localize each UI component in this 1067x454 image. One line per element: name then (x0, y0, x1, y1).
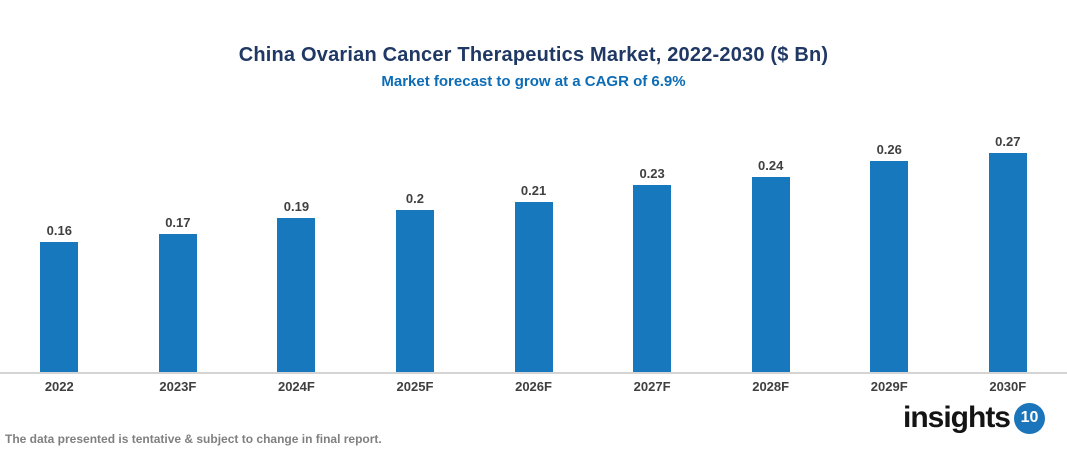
bar-2029F (870, 160, 909, 373)
bar-2028F (751, 177, 790, 373)
x-axis-label-2023F: 2023F (159, 379, 197, 394)
x-axis-label-2028F: 2028F (752, 379, 790, 394)
bar-column-2028F: 0.24 (711, 128, 830, 373)
logo-wordmark: insights (902, 401, 1011, 434)
bar-2030F (988, 152, 1027, 373)
bar-value-label: 0.16 (46, 223, 72, 239)
bar-2024F (277, 217, 316, 373)
bar-2027F (633, 185, 672, 373)
chart-header: China Ovarian Cancer Therapeutics Market… (0, 44, 1067, 90)
bar-value-label: 0.24 (758, 158, 784, 173)
bar-value-label: 0.23 (639, 166, 665, 182)
bar-column-2024F: 0.19 (237, 128, 356, 373)
chart-title: China Ovarian Cancer Therapeutics Market… (238, 44, 829, 66)
bar-2025F (395, 209, 434, 373)
chart-subtitle: Market forecast to grow at a CAGR of 6.9… (381, 73, 686, 90)
bar-2023F (158, 234, 197, 373)
bar-column-2026F: 0.21 (474, 128, 593, 373)
bar-2026F (514, 201, 553, 373)
x-axis-label-2026F: 2026F (515, 379, 552, 394)
x-axis-label-2022: 2022 (44, 379, 74, 394)
bar-chart-plot-area: 0.16 0.17 0.19 0.2 0.21 0.23 0.24 0.26 0.27 (0, 128, 1067, 373)
x-axis-line (0, 372, 1067, 374)
bar-value-label: 0.26 (876, 141, 902, 157)
logo-number-badge: 10 (1014, 402, 1045, 434)
bar-column-2025F: 0.2 (356, 128, 475, 373)
x-axis-label-2025F: 2025F (396, 379, 434, 394)
insights10-logo: insights 10 (903, 401, 1045, 435)
x-axis-label-2030F: 2030F (989, 379, 1027, 394)
bar-column-2022: 0.16 (0, 128, 119, 373)
bar-2022 (40, 242, 79, 373)
bar-value-label: 0.2 (405, 190, 424, 206)
x-axis-label-2027F: 2027F (633, 379, 671, 394)
bar-value-label: 0.27 (995, 133, 1021, 149)
bar-value-label: 0.21 (520, 182, 547, 198)
x-axis-label-2029F: 2029F (870, 379, 908, 394)
x-axis-label-2024F: 2024F (277, 379, 315, 394)
bar-column-2027F: 0.23 (593, 128, 712, 373)
disclaimer-text: The data presented is tentative & subjec… (5, 432, 382, 446)
bar-value-label: 0.17 (165, 215, 191, 231)
x-axis-labels: 2022 2023F 2024F 2025F 2026F 2027F 2028F 2029F 2… (0, 379, 1067, 394)
bar-column-2029F: 0.26 (830, 128, 949, 373)
bar-column-2030F: 0.27 (949, 128, 1067, 373)
bar-column-2023F: 0.17 (119, 128, 238, 373)
bar-value-label: 0.19 (283, 198, 310, 214)
